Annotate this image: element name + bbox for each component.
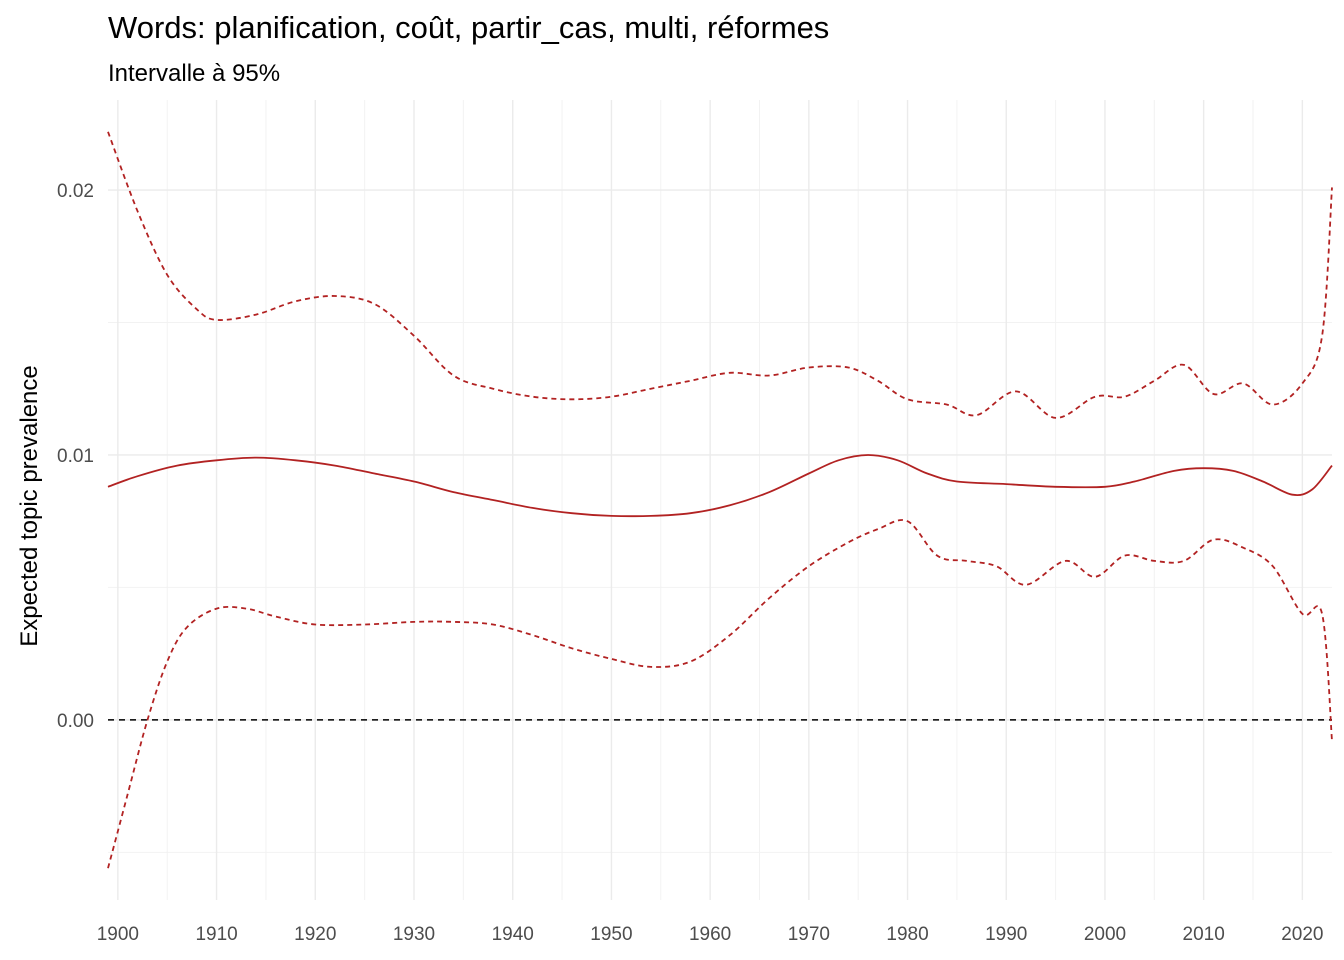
x-tick-label: 1980 bbox=[886, 924, 928, 945]
x-tick-label: 1910 bbox=[195, 924, 237, 945]
x-tick-label: 2020 bbox=[1281, 924, 1323, 945]
x-tick-label: 2010 bbox=[1183, 924, 1225, 945]
x-tick-label: 1930 bbox=[393, 924, 435, 945]
series-line-estimate bbox=[107, 454, 1333, 518]
grid-major bbox=[108, 100, 1332, 900]
series-layer bbox=[107, 131, 1333, 869]
grid-minor bbox=[108, 100, 1332, 900]
series-line-upper-95 bbox=[107, 131, 1333, 419]
x-tick-label: 1950 bbox=[590, 924, 632, 945]
chart-subtitle: Intervalle à 95% bbox=[108, 60, 281, 87]
x-tick-label: 1970 bbox=[788, 924, 830, 945]
y-tick-label: 0.00 bbox=[57, 711, 94, 732]
y-tick-label: 0.02 bbox=[57, 181, 94, 202]
x-tick-label: 2000 bbox=[1084, 924, 1126, 945]
chart-title: Words: planification, coût, partir_cas, … bbox=[108, 10, 830, 45]
x-axis-ticks: 1900 1910 1920 1930 1940 1950 1960 1970 1980 1990… bbox=[97, 924, 1324, 945]
y-axis-ticks: 0.00 0.01 0.02 bbox=[57, 181, 94, 732]
y-tick-label: 0.01 bbox=[57, 446, 94, 467]
x-tick-label: 1940 bbox=[492, 924, 534, 945]
series-line-lower-95 bbox=[107, 519, 1333, 869]
x-tick-label: 1920 bbox=[294, 924, 336, 945]
x-tick-label: 1960 bbox=[689, 924, 731, 945]
x-tick-label: 1990 bbox=[985, 924, 1027, 945]
x-tick-label: 1900 bbox=[97, 924, 139, 945]
